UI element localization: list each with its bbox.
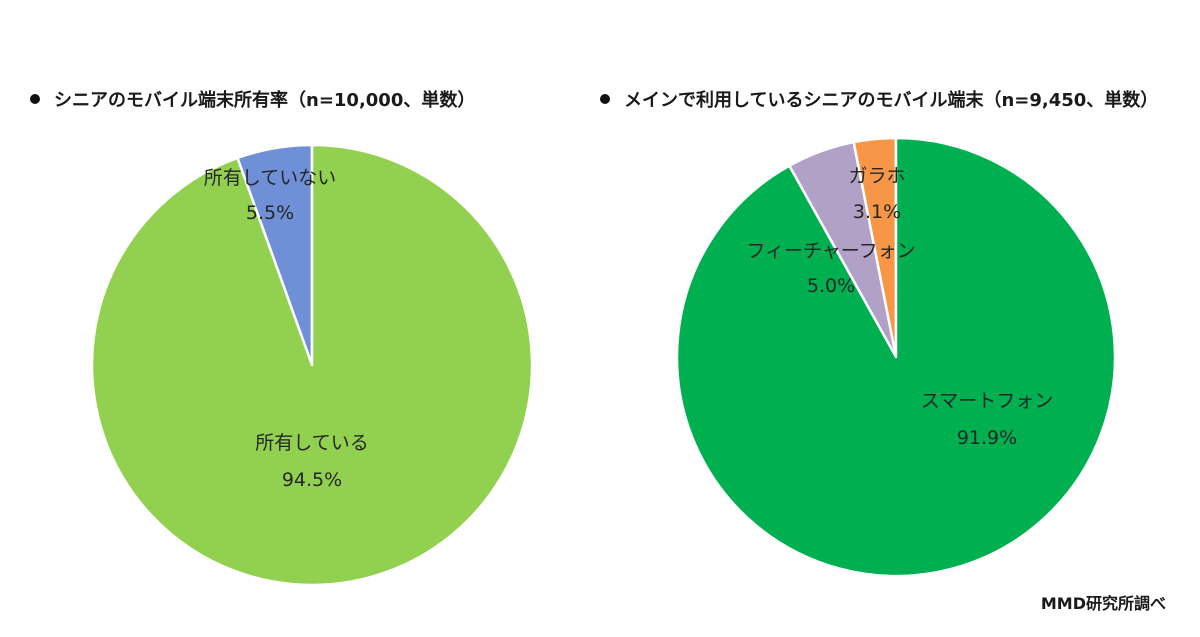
slice-label-garaho: ガラホ — [848, 165, 905, 187]
chart-title-right: メインで利用しているシニアのモバイル端末（n=9,450、単数） — [600, 86, 1158, 112]
bullet-icon — [30, 94, 40, 104]
chart-title-right-text: メインで利用しているシニアのモバイル端末（n=9,450、単数） — [624, 90, 1159, 111]
pie-slice-owning — [90, 143, 534, 587]
source-note: MMD研究所調べ — [1040, 594, 1166, 613]
slice-value-feature-phone: 5.0% — [807, 275, 855, 297]
chart-title-left: シニアのモバイル端末所有率（n=10,000、単数） — [30, 86, 475, 112]
slice-value-garaho: 3.1% — [853, 201, 901, 223]
pie-chart-main-device: ガラホ 3.1% フィーチャーフォン 5.0% スマートフォン 91.9% — [675, 136, 1117, 578]
pie-chart-ownership: 所有していない 5.5% 所有している 94.5% — [90, 143, 534, 587]
slice-label-owning: 所有している — [255, 432, 368, 454]
slice-value-not-owning: 5.5% — [246, 202, 294, 224]
bullet-icon — [600, 94, 610, 104]
slice-label-not-owning: 所有していない — [204, 167, 336, 189]
slice-label-smartphone: スマートフォン — [921, 390, 1053, 412]
pie-slice-smartphone — [675, 136, 1117, 578]
slice-value-smartphone: 91.9% — [957, 427, 1017, 449]
chart-title-left-text: シニアのモバイル端末所有率（n=10,000、単数） — [54, 90, 476, 111]
slice-label-feature-phone: フィーチャーフォン — [746, 240, 915, 262]
slice-value-owning: 94.5% — [282, 469, 342, 491]
